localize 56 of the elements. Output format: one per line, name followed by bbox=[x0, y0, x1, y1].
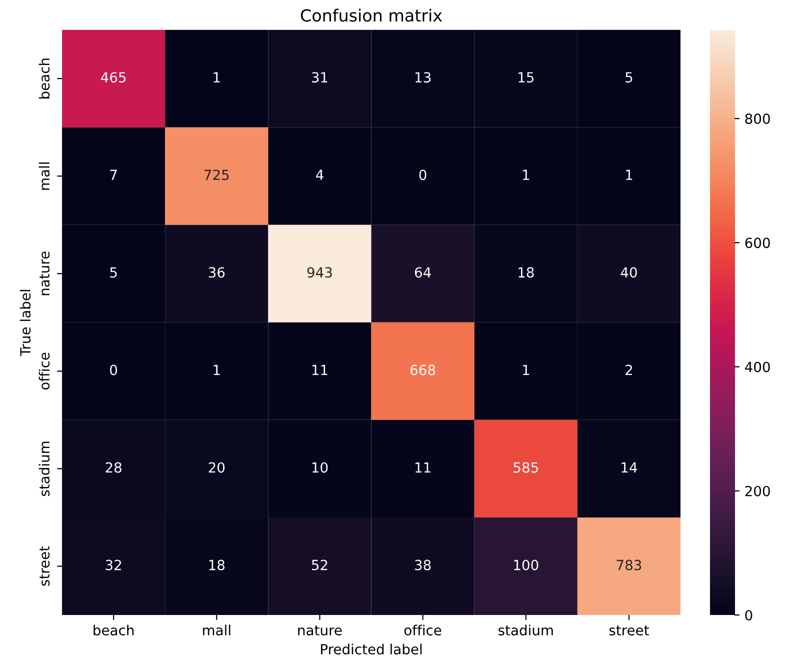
data-label: 725 bbox=[204, 170, 229, 180]
x-tick-label: stadium bbox=[498, 624, 553, 636]
data-label: 5 bbox=[626, 72, 632, 83]
data-label: 2 bbox=[626, 364, 632, 375]
data-label: 1 bbox=[214, 364, 220, 375]
x-axis-title: Predicted label bbox=[321, 644, 422, 654]
y-tick-label: stadium bbox=[38, 442, 50, 496]
data-label: 100 bbox=[514, 560, 538, 570]
data-label: 783 bbox=[616, 560, 642, 570]
data-label: 465 bbox=[100, 72, 126, 83]
data-label: 7 bbox=[110, 170, 117, 180]
x-tick-label: office bbox=[404, 624, 442, 636]
data-label: 1 bbox=[626, 170, 632, 180]
color-bar-label: 600 bbox=[745, 238, 770, 248]
x-tick-label: mall bbox=[203, 624, 230, 636]
data-label: 1 bbox=[214, 72, 220, 82]
x-tick-label: nature bbox=[298, 626, 342, 636]
y-tick-label: mall bbox=[38, 162, 50, 190]
data-label: 36 bbox=[208, 267, 225, 278]
data-label: 18 bbox=[209, 560, 225, 570]
color-bar-label: 200 bbox=[745, 486, 770, 496]
data-label: 11 bbox=[312, 364, 328, 375]
y-tick-label: beach bbox=[38, 58, 50, 98]
y-tick-label: nature bbox=[40, 252, 50, 296]
x-tick-label: beach bbox=[94, 624, 134, 636]
data-label: 14 bbox=[622, 462, 638, 473]
data-label: 38 bbox=[415, 560, 431, 570]
color-bar-label: 0 bbox=[745, 610, 752, 620]
data-label: 52 bbox=[312, 560, 328, 570]
data-label: 40 bbox=[620, 267, 637, 278]
data-label: 0 bbox=[110, 364, 118, 376]
data-label: 13 bbox=[415, 72, 431, 83]
data-label: 15 bbox=[518, 72, 534, 83]
chart-title: Confusion matrix bbox=[300, 8, 442, 22]
color-bar-label: 800 bbox=[745, 114, 770, 124]
data-label: 32 bbox=[106, 560, 121, 570]
data-label: 11 bbox=[415, 462, 430, 473]
data-label: 20 bbox=[208, 462, 225, 473]
data-label: 943 bbox=[307, 267, 332, 278]
y-tick-label: office bbox=[38, 352, 50, 390]
x-tick-label: street bbox=[609, 626, 649, 636]
data-label: 5 bbox=[110, 267, 117, 278]
data-label: 18 bbox=[518, 267, 534, 278]
data-label: 668 bbox=[410, 364, 436, 376]
data-label: 64 bbox=[414, 267, 431, 278]
data-label: 10 bbox=[312, 462, 328, 473]
data-label: 1 bbox=[523, 364, 530, 375]
y-axis-title: True label bbox=[20, 290, 31, 356]
data-label: 0 bbox=[419, 170, 426, 180]
data-label: 585 bbox=[514, 462, 538, 473]
data-label: 31 bbox=[312, 72, 328, 83]
data-label: 4 bbox=[316, 170, 324, 180]
data-label: 28 bbox=[106, 462, 122, 473]
y-tick-label: street bbox=[40, 546, 50, 586]
color-bar-label: 400 bbox=[744, 362, 770, 372]
data-label: 1 bbox=[523, 170, 530, 180]
